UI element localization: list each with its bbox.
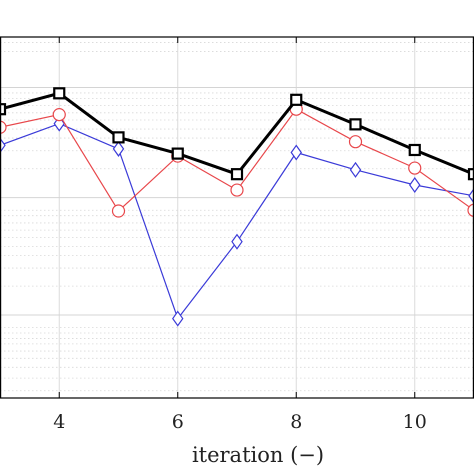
series-1-point-6 <box>348 135 363 149</box>
series-layer <box>0 87 474 327</box>
series-2-point-3 <box>172 310 184 327</box>
x-tick-label-2: 8 <box>290 411 302 433</box>
series-2-point-2 <box>112 140 125 157</box>
series-0-point-0 <box>0 103 7 116</box>
series-1-point-1 <box>52 108 66 122</box>
series-0-point-8 <box>467 168 474 181</box>
x-tick-label-0: 4 <box>53 411 65 433</box>
series-1-point-0 <box>0 120 7 134</box>
series-1-point-8 <box>467 203 474 217</box>
series-0-point-3 <box>171 147 184 160</box>
series-0-point-5 <box>290 93 303 106</box>
series-1-point-4 <box>230 183 244 197</box>
series-2 <box>0 115 474 327</box>
series-2-point-6 <box>349 161 362 178</box>
series-2-line <box>0 122 474 320</box>
x-tick-label-1: 6 <box>172 411 184 433</box>
series-1-point-7 <box>408 161 422 175</box>
series-0-point-7 <box>408 143 421 157</box>
series-2-point-0 <box>0 137 6 154</box>
series-2-point-7 <box>409 176 421 194</box>
series-2-point-5 <box>290 144 302 161</box>
series-0 <box>0 87 474 181</box>
series-1-point-2 <box>111 204 126 218</box>
series-0-point-6 <box>349 118 362 131</box>
x-axis-ticks: 4 6 8 10 <box>53 37 427 433</box>
x-tick-label-3: 10 <box>403 411 427 433</box>
series-2-point-4 <box>231 233 243 250</box>
series-0-point-4 <box>230 168 244 181</box>
x-axis-title: iteration (−) <box>192 443 324 467</box>
series-2-point-8 <box>468 187 474 204</box>
plot-frame <box>0 36 474 399</box>
series-0-point-2 <box>112 131 125 144</box>
series-0-point-1 <box>53 87 66 100</box>
grid <box>0 37 474 398</box>
